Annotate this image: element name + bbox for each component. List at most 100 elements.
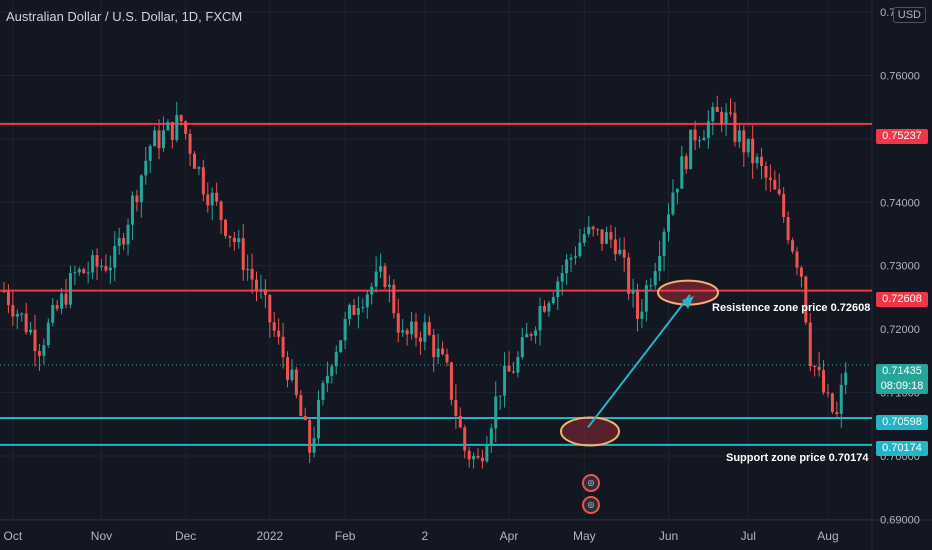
resistance-annotation: Resistence zone price 0.72608 bbox=[712, 302, 871, 314]
candle-body bbox=[104, 266, 108, 271]
candle-body bbox=[334, 352, 338, 367]
candle-body bbox=[201, 167, 205, 195]
candle-body bbox=[330, 366, 334, 376]
candle-body bbox=[68, 272, 72, 305]
candle-body bbox=[130, 195, 134, 225]
candle-body bbox=[432, 334, 436, 358]
candle-body bbox=[117, 238, 121, 247]
candle-body bbox=[489, 428, 493, 447]
candle-body bbox=[379, 266, 383, 272]
candle-body bbox=[653, 271, 657, 286]
candle-body bbox=[786, 217, 790, 241]
candle-body bbox=[547, 303, 551, 312]
candle-body bbox=[587, 226, 591, 235]
price-tag-current: 0.71435 bbox=[876, 364, 928, 379]
candle-body bbox=[170, 122, 174, 140]
candle-body bbox=[303, 415, 307, 421]
candle-body bbox=[476, 456, 480, 458]
candle-body bbox=[613, 239, 617, 255]
candle-body bbox=[11, 305, 15, 317]
candle-body bbox=[321, 383, 325, 400]
countdown-tag: 08:09:18 bbox=[876, 379, 928, 394]
candle-body bbox=[294, 369, 298, 396]
support-annotation: Support zone price 0.70174 bbox=[726, 452, 869, 464]
candle-body bbox=[467, 450, 471, 460]
candle-body bbox=[206, 194, 210, 206]
candle-body bbox=[698, 140, 702, 142]
candle-body bbox=[263, 289, 267, 296]
candle-body bbox=[423, 322, 427, 342]
candle-body bbox=[299, 395, 303, 416]
candle-body bbox=[556, 281, 560, 298]
candle-body bbox=[733, 112, 737, 142]
candle-body bbox=[166, 122, 170, 131]
candle-body bbox=[77, 269, 81, 273]
candle-body bbox=[604, 232, 608, 244]
economic-event-us-icon[interactable]: ◎ bbox=[582, 496, 600, 514]
candle-body bbox=[684, 156, 688, 170]
candle-body bbox=[635, 289, 639, 319]
candle-body bbox=[671, 192, 675, 215]
candle-body bbox=[751, 138, 755, 164]
candle-body bbox=[436, 348, 440, 358]
candle-body bbox=[822, 370, 826, 393]
x-tick-label: Feb bbox=[335, 529, 356, 543]
candle-body bbox=[711, 107, 715, 122]
candle-body bbox=[356, 308, 360, 315]
candle-body bbox=[441, 348, 445, 355]
candle-body bbox=[157, 130, 161, 149]
candle-body bbox=[525, 334, 529, 338]
candle-body bbox=[308, 420, 312, 453]
candle-body bbox=[237, 238, 241, 243]
y-tick-label: 0.69000 bbox=[880, 514, 920, 526]
candle-body bbox=[693, 129, 697, 141]
candle-body bbox=[281, 336, 285, 358]
candle-body bbox=[374, 271, 378, 287]
candle-body bbox=[808, 322, 812, 367]
candle-body bbox=[232, 237, 236, 243]
candle-body bbox=[569, 257, 573, 260]
candle-body bbox=[729, 112, 733, 114]
candle-body bbox=[667, 214, 670, 232]
projection-arrow-head bbox=[682, 296, 694, 309]
candle-body bbox=[15, 313, 19, 317]
candle-body bbox=[197, 167, 201, 169]
candle-body bbox=[113, 246, 117, 268]
candle-body bbox=[317, 399, 321, 439]
candle-body bbox=[826, 392, 830, 394]
x-tick-label: Jun bbox=[659, 529, 678, 543]
candle-body bbox=[511, 371, 515, 373]
candle-body bbox=[454, 399, 458, 416]
candle-body bbox=[312, 438, 316, 453]
support-ellipse bbox=[560, 416, 620, 447]
candle-body bbox=[830, 393, 834, 413]
projection-arrow-line bbox=[587, 294, 691, 429]
candle-body bbox=[503, 365, 507, 396]
currency-label[interactable]: USD bbox=[892, 7, 926, 23]
y-tick-label: 0.76000 bbox=[880, 70, 920, 82]
candle-body bbox=[268, 295, 272, 323]
candle-body bbox=[339, 340, 343, 353]
candle-body bbox=[582, 234, 586, 243]
candle-body bbox=[37, 351, 41, 356]
candle-body bbox=[126, 224, 130, 245]
candle-body bbox=[210, 192, 214, 206]
economic-event-au-icon[interactable]: ◎ bbox=[582, 474, 600, 492]
candle-body bbox=[387, 284, 391, 288]
candle-body bbox=[516, 357, 520, 373]
candle-body bbox=[325, 375, 329, 384]
candle-body bbox=[737, 130, 741, 142]
candle-body bbox=[720, 111, 724, 125]
candle-body bbox=[277, 330, 281, 337]
candle-body bbox=[427, 322, 431, 335]
candle-body bbox=[795, 251, 799, 268]
candle-body bbox=[791, 240, 795, 252]
candle-body bbox=[396, 313, 400, 333]
chart-title: Australian Dollar / U.S. Dollar, 1D, FXC… bbox=[6, 9, 243, 24]
candle-body bbox=[161, 130, 165, 149]
candle-body bbox=[392, 284, 396, 314]
candle-body bbox=[139, 175, 143, 203]
candle-body bbox=[600, 229, 604, 244]
candle-body bbox=[99, 266, 103, 268]
